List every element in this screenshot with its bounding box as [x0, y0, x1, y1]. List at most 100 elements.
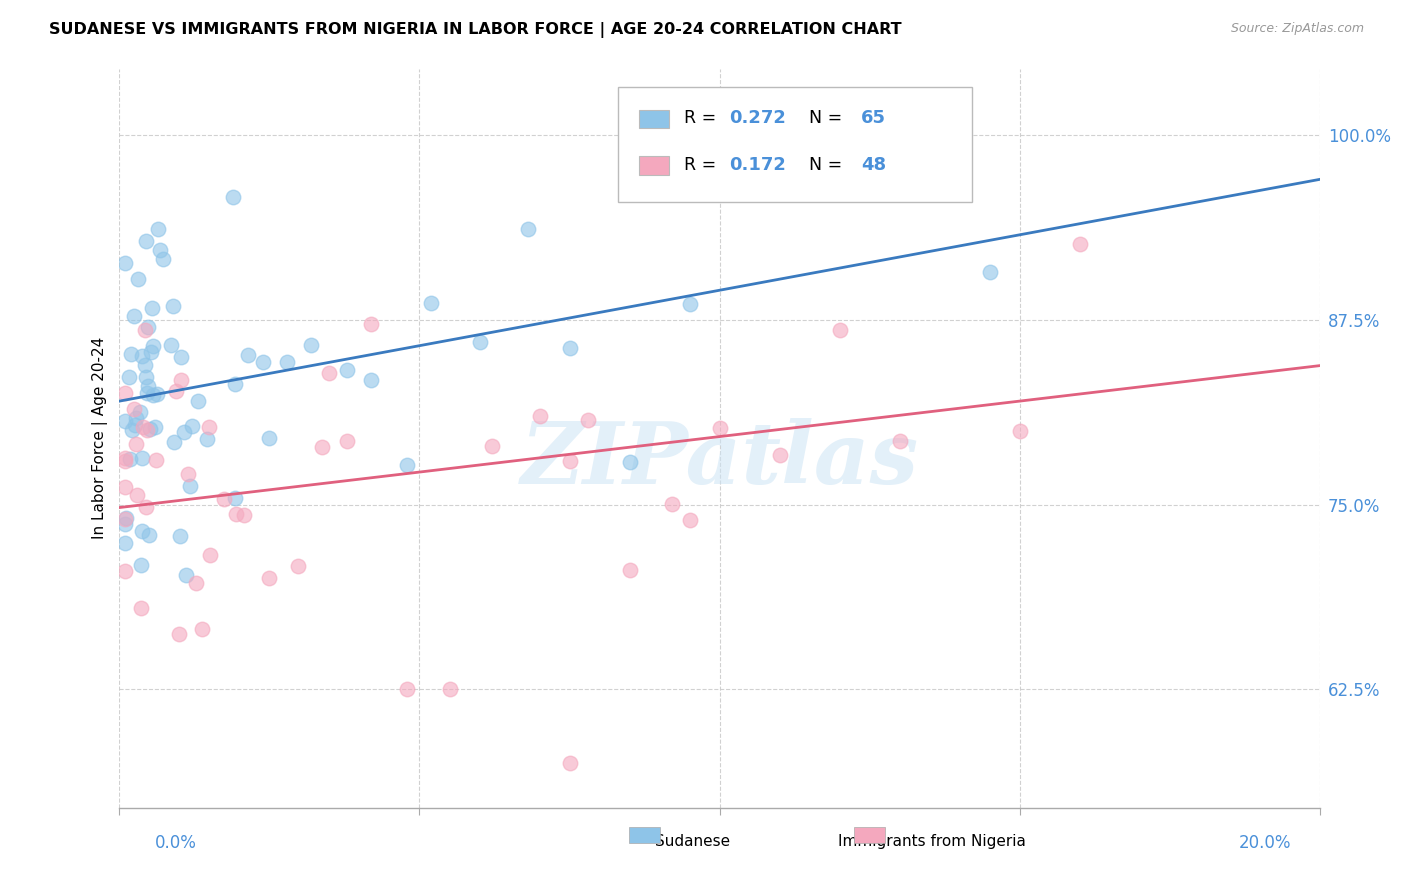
Bar [640, 156, 669, 175]
Point [145, 453, 167, 467]
Point [222, 190, 245, 204]
Point [179, 479, 201, 493]
Point [252, 355, 274, 369]
Bar [640, 110, 669, 128]
Point [114, 414, 136, 428]
Point [287, 559, 309, 574]
Point [138, 527, 160, 541]
Text: R =: R = [683, 109, 721, 127]
Text: N =: N = [797, 155, 848, 174]
Point [259, 431, 281, 445]
Point [276, 355, 298, 369]
Point [558, 341, 581, 355]
Point [167, 626, 190, 640]
Point [131, 558, 153, 572]
Text: 48: 48 [862, 155, 886, 174]
Point [125, 410, 148, 425]
Point [138, 422, 160, 436]
Text: R =: R = [683, 155, 721, 174]
Point [619, 563, 641, 577]
Point [360, 373, 382, 387]
Point [828, 323, 851, 337]
Point [232, 508, 254, 523]
Point [121, 423, 143, 437]
Text: 0.272: 0.272 [730, 109, 786, 127]
Point [136, 386, 159, 401]
Text: 20.0%: 20.0% [1239, 834, 1292, 852]
Point [516, 221, 538, 235]
Point [174, 567, 197, 582]
Point [131, 524, 153, 539]
Point [198, 420, 221, 434]
Text: Immigrants from Nigeria: Immigrants from Nigeria [838, 834, 1025, 849]
Point [301, 338, 323, 352]
Point [259, 571, 281, 585]
Point [336, 363, 359, 377]
Text: N =: N = [797, 109, 848, 127]
Point [186, 576, 208, 591]
Point [212, 491, 235, 506]
Point [187, 393, 209, 408]
Y-axis label: In Labor Force | Age 20-24: In Labor Force | Age 20-24 [93, 337, 108, 539]
Text: 0.172: 0.172 [730, 155, 786, 174]
Point [136, 423, 159, 437]
Point [169, 529, 191, 543]
Point [1008, 424, 1031, 438]
Point [181, 418, 204, 433]
Point [152, 252, 174, 266]
Point [661, 497, 683, 511]
Point [558, 756, 581, 771]
Point [134, 358, 156, 372]
Point [135, 234, 157, 248]
Point [131, 420, 153, 434]
Point [134, 323, 156, 337]
Point [142, 339, 165, 353]
Point [619, 455, 641, 469]
Point [120, 452, 142, 467]
Point [225, 507, 247, 521]
Point [311, 440, 333, 454]
Point [114, 535, 136, 549]
Point [114, 564, 136, 578]
Point [125, 437, 148, 451]
Point [120, 347, 142, 361]
Point [529, 409, 551, 423]
Point [114, 450, 136, 465]
Point [146, 222, 169, 236]
FancyBboxPatch shape [617, 87, 972, 202]
Point [135, 370, 157, 384]
Point [979, 264, 1001, 278]
Point [889, 434, 911, 449]
Point [136, 378, 159, 392]
Point [177, 467, 200, 481]
Point [124, 309, 146, 323]
Point [558, 454, 581, 468]
Point [170, 350, 193, 364]
Point [124, 417, 146, 432]
Text: Source: ZipAtlas.com: Source: ZipAtlas.com [1230, 22, 1364, 36]
Point [129, 600, 152, 615]
Point [396, 458, 419, 472]
Point [481, 439, 503, 453]
Point [118, 370, 141, 384]
Point [162, 299, 184, 313]
Text: 65: 65 [862, 109, 886, 127]
Point [396, 682, 419, 697]
Point [738, 139, 761, 153]
Point [142, 388, 165, 402]
Point [139, 344, 162, 359]
Point [198, 548, 221, 562]
Point [135, 500, 157, 514]
Point [170, 373, 193, 387]
Point [163, 434, 186, 449]
Text: ZIPatlas: ZIPatlas [520, 418, 918, 502]
Point [191, 622, 214, 636]
Point [138, 320, 160, 334]
Point [420, 295, 443, 310]
Point [149, 243, 172, 257]
Point [709, 421, 731, 435]
Point [195, 432, 218, 446]
Point [165, 384, 187, 398]
Point [224, 491, 246, 505]
Point [114, 517, 136, 532]
